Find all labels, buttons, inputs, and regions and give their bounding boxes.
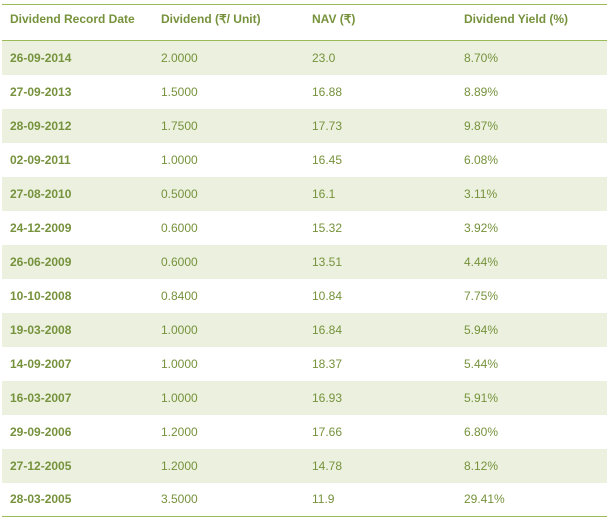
table-cell: 16.45 (312, 152, 343, 167)
table-cell: 11.9 (312, 492, 335, 507)
table-cell: 0.5000 (161, 186, 198, 201)
table-cell: 1.0000 (161, 322, 198, 337)
table-cell: 02-09-2011 (10, 152, 71, 167)
table-cell: 0.6000 (161, 254, 198, 269)
table-cell: 3.92% (464, 220, 499, 235)
table-body: 26-09-2014 2.0000 23.0 8.70% 27-09-2013 1.500… (2, 40, 607, 517)
table-cell: 6.80% (464, 424, 499, 439)
table-row: 29-09-2006 1.2000 17.66 6.80% (2, 415, 607, 449)
table-cell: 10-10-2008 (10, 288, 72, 303)
table-cell: 16.84 (312, 322, 343, 337)
table-cell: 24-12-2009 (10, 220, 72, 235)
table-row: 26-06-2009 0.6000 13.51 4.44% (2, 244, 607, 279)
table-cell: 1.7500 (161, 118, 198, 133)
table-cell: 18.37 (312, 356, 343, 371)
table-cell: 29.41% (464, 492, 505, 507)
table-row: 14-09-2007 1.0000 18.37 5.44% (2, 347, 607, 381)
table-cell: 1.2000 (161, 458, 198, 473)
table-cell: 28-09-2012 (10, 118, 72, 133)
table-row: 27-08-2010 0.5000 16.1 3.11% (2, 176, 607, 211)
table-cell: 19-03-2008 (10, 322, 72, 337)
table-row: 27-12-2005 1.2000 14.78 8.12% (2, 448, 607, 483)
table-row: 02-09-2011 1.0000 16.45 6.08% (2, 143, 607, 177)
table-cell: 29-09-2006 (10, 424, 72, 439)
table-row: 10-10-2008 0.8400 10.84 7.75% (2, 279, 607, 313)
table-cell: 23.0 (312, 50, 336, 65)
table-cell: 1.0000 (161, 356, 198, 371)
table-row: 19-03-2008 1.0000 16.84 5.94% (2, 312, 607, 347)
table-cell: 27-12-2005 (10, 458, 72, 473)
column-header: NAV (₹) (312, 12, 356, 26)
table-cell: 3.5000 (161, 492, 198, 507)
table-cell: 17.73 (312, 118, 343, 133)
column-header: Dividend Yield (%) (464, 12, 569, 26)
table-cell: 5.44% (464, 356, 499, 371)
table-row: 26-09-2014 2.0000 23.0 8.70% (2, 40, 607, 75)
column-header: Dividend Record Date (10, 12, 135, 26)
table-cell: 1.0000 (161, 390, 198, 405)
header-row: Dividend Record Date Dividend (₹/ Unit) NA… (2, 4, 607, 41)
table-cell: 16.88 (312, 84, 343, 99)
table-cell: 8.12% (464, 458, 499, 473)
table-cell: 2.0000 (161, 50, 198, 65)
table-cell: 0.6000 (161, 220, 198, 235)
table-cell: 4.44% (464, 254, 499, 269)
table-cell: 26-06-2009 (10, 254, 72, 269)
table-cell: 16-03-2007 (10, 390, 72, 405)
table-cell: 27-08-2010 (10, 186, 72, 201)
table-row: 27-09-2013 1.5000 16.88 8.89% (2, 75, 607, 109)
table-cell: 3.11% (464, 186, 498, 201)
table-cell: 9.87% (464, 118, 499, 133)
table-cell: 16.93 (312, 390, 343, 405)
table-cell: 15.32 (312, 220, 343, 235)
table-cell: 28-03-2005 (10, 492, 72, 507)
table-cell: 7.75% (464, 288, 499, 303)
table-row: 24-12-2009 0.6000 15.32 3.92% (2, 211, 607, 245)
table-cell: 14-09-2007 (10, 356, 72, 371)
table-cell: 16.1 (312, 186, 336, 201)
table-cell: 17.66 (312, 424, 343, 439)
table-row: 28-03-2005 3.5000 11.9 29.41% (2, 483, 607, 517)
table-cell: 8.70% (464, 50, 499, 65)
table-row: 28-09-2012 1.7500 17.73 9.87% (2, 108, 607, 143)
table-cell: 27-09-2013 (10, 84, 72, 99)
table-cell: 10.84 (312, 288, 343, 303)
table-cell: 1.5000 (161, 84, 198, 99)
column-header: Dividend (₹/ Unit) (161, 12, 261, 26)
table-cell: 13.51 (312, 254, 343, 269)
table-cell: 8.89% (464, 84, 499, 99)
table-row: 16-03-2007 1.0000 16.93 5.91% (2, 380, 607, 415)
table-cell: 1.0000 (161, 152, 198, 167)
table-cell: 1.2000 (161, 424, 198, 439)
table-cell: 6.08% (464, 152, 499, 167)
table-cell: 26-09-2014 (10, 50, 72, 65)
table-cell: 14.78 (312, 458, 343, 473)
table-cell: 5.94% (464, 322, 499, 337)
table-header: Dividend Record Date Dividend (₹/ Unit) NA… (2, 4, 607, 41)
table-cell: 0.8400 (161, 288, 198, 303)
table-cell: 5.91% (464, 390, 499, 405)
dividend-table: Dividend Record Date Dividend (₹/ Unit) NA… (2, 4, 607, 517)
